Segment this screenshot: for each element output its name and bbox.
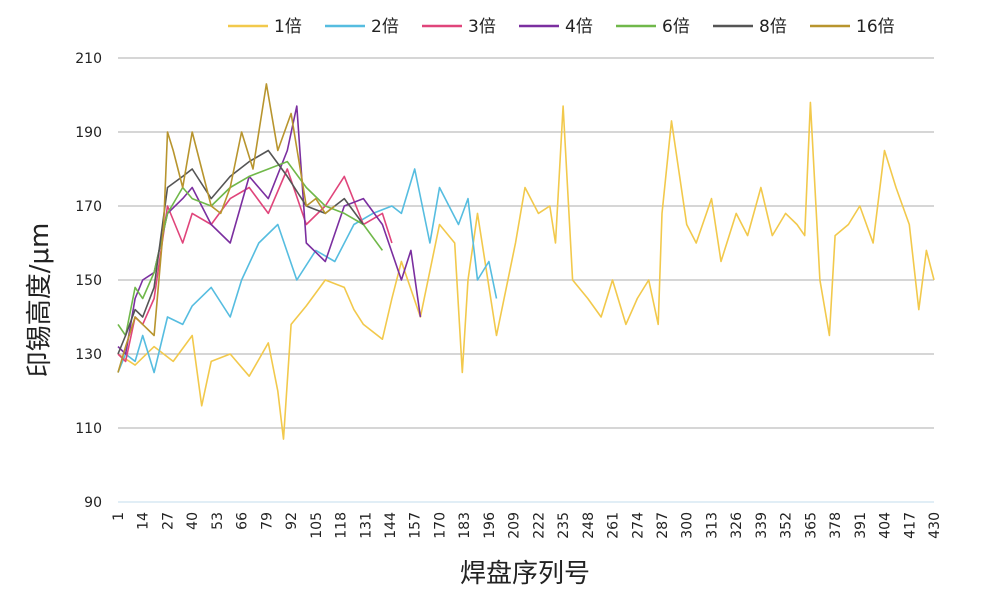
x-tick-label: 66 <box>235 512 251 530</box>
x-tick-label: 326 <box>729 512 745 539</box>
x-axis-title: 焊盘序列号 <box>460 559 590 589</box>
legend-label: 1倍 <box>274 17 302 37</box>
legend-label: 3倍 <box>468 17 496 37</box>
y-tick-label: 150 <box>75 273 102 289</box>
x-tick-label: 287 <box>655 512 671 539</box>
x-tick-label: 144 <box>383 512 399 539</box>
x-tick-label: 235 <box>556 512 572 539</box>
legend-label: 4倍 <box>565 17 593 37</box>
x-tick-label: 53 <box>210 512 226 530</box>
y-axis-title: 印锡高度/μm <box>25 223 55 378</box>
y-tick-label: 90 <box>84 495 102 511</box>
y-tick-label: 170 <box>75 199 102 215</box>
y-tick-label: 130 <box>75 347 102 363</box>
y-tick-labels: 90 110 130 150 170 190 210 <box>75 51 102 511</box>
y-tick-label: 210 <box>75 51 102 67</box>
x-tick-labels: 1 14 27 40 53 66 79 92 105 118 131 144 157 170 183 196 2… <box>111 512 943 539</box>
series-line-8倍 <box>117 149 365 355</box>
series-line-1倍 <box>117 101 935 440</box>
x-tick-label: 92 <box>284 512 300 530</box>
x-tick-label: 40 <box>185 512 201 530</box>
series-line-4倍 <box>117 105 422 355</box>
y-gridlines <box>118 57 934 503</box>
x-tick-label: 118 <box>334 512 350 539</box>
x-tick-label: 430 <box>927 512 943 539</box>
x-tick-label: 391 <box>853 512 869 539</box>
x-tick-label: 105 <box>309 512 325 539</box>
y-tick-label: 190 <box>75 125 102 141</box>
x-tick-label: 196 <box>482 512 498 539</box>
x-tick-label: 222 <box>531 512 547 539</box>
legend-label: 16倍 <box>856 17 895 37</box>
series-line-2倍 <box>117 168 498 374</box>
x-tick-label: 248 <box>581 512 597 539</box>
x-tick-label: 14 <box>136 512 152 530</box>
series-line-3倍 <box>117 168 393 363</box>
legend-label: 6倍 <box>662 17 690 37</box>
legend-label: 8倍 <box>759 17 787 37</box>
x-tick-label: 352 <box>779 512 795 539</box>
x-tick-label: 27 <box>160 512 176 530</box>
x-tick-label: 170 <box>432 512 448 539</box>
x-tick-label: 157 <box>408 512 424 539</box>
x-tick-label: 1 <box>111 512 127 521</box>
x-tick-label: 365 <box>803 512 819 539</box>
x-tick-label: 261 <box>606 512 622 539</box>
x-tick-label: 404 <box>878 512 894 539</box>
x-tick-label: 274 <box>630 512 646 539</box>
x-tick-label: 131 <box>358 512 374 539</box>
legend: 1倍 2倍 3倍 4倍 6倍 8倍 16倍 <box>228 17 895 37</box>
x-tick-label: 378 <box>828 512 844 539</box>
x-tick-label: 183 <box>457 512 473 539</box>
x-tick-label: 339 <box>754 512 770 539</box>
legend-label: 2倍 <box>371 17 399 37</box>
series-line-16倍 <box>117 83 336 373</box>
y-tick-label: 110 <box>75 421 102 437</box>
x-tick-label: 417 <box>902 512 918 539</box>
series-line-6倍 <box>117 160 384 337</box>
x-tick-label: 79 <box>259 512 275 530</box>
x-tick-label: 300 <box>680 512 696 539</box>
x-tick-label: 209 <box>507 512 523 539</box>
series-lines <box>117 83 935 440</box>
x-tick-label: 313 <box>704 512 720 539</box>
